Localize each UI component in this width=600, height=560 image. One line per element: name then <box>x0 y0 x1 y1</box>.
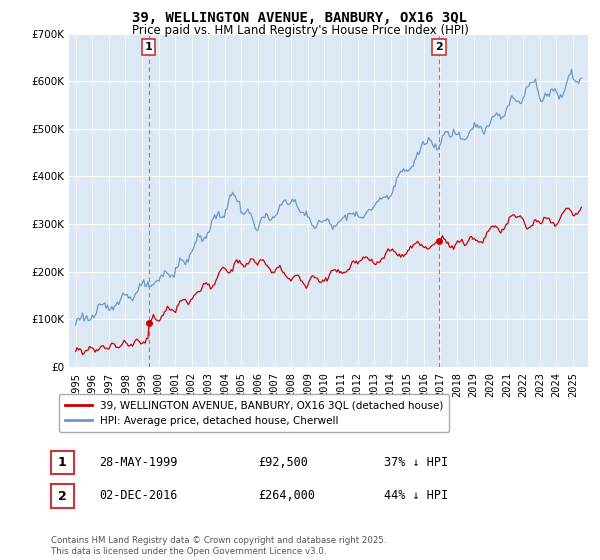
Text: £92,500: £92,500 <box>258 455 308 469</box>
Text: £264,000: £264,000 <box>258 489 315 502</box>
Text: Contains HM Land Registry data © Crown copyright and database right 2025.
This d: Contains HM Land Registry data © Crown c… <box>51 536 386 556</box>
Text: 2: 2 <box>58 489 67 503</box>
Text: 02-DEC-2016: 02-DEC-2016 <box>99 489 178 502</box>
Text: 39, WELLINGTON AVENUE, BANBURY, OX16 3QL: 39, WELLINGTON AVENUE, BANBURY, OX16 3QL <box>133 11 467 25</box>
Text: 1: 1 <box>145 42 152 52</box>
Text: 28-MAY-1999: 28-MAY-1999 <box>99 455 178 469</box>
Text: 2: 2 <box>435 42 443 52</box>
Text: 1: 1 <box>58 456 67 469</box>
Text: 44% ↓ HPI: 44% ↓ HPI <box>384 489 448 502</box>
Legend: 39, WELLINGTON AVENUE, BANBURY, OX16 3QL (detached house), HPI: Average price, d: 39, WELLINGTON AVENUE, BANBURY, OX16 3QL… <box>59 394 449 432</box>
Text: Price paid vs. HM Land Registry's House Price Index (HPI): Price paid vs. HM Land Registry's House … <box>131 24 469 36</box>
Text: 37% ↓ HPI: 37% ↓ HPI <box>384 455 448 469</box>
